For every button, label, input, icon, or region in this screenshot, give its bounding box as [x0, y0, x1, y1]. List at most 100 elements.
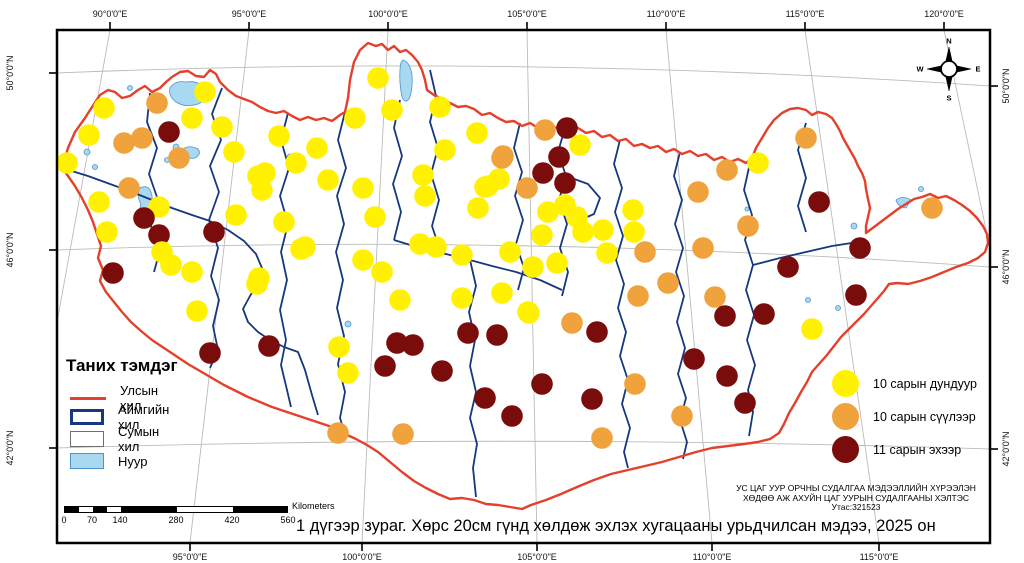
station-dot: [113, 132, 135, 154]
station-dot: [581, 388, 603, 410]
station-dot: [634, 241, 656, 263]
dot-legend-item-late-october: 10 сарын сүүлээр: [832, 403, 976, 430]
station-dot: [522, 256, 544, 278]
station-dot: [102, 262, 124, 284]
station-dot: [795, 127, 817, 149]
station-dot: [386, 332, 408, 354]
figure-title: 1 дүгээр зураг. Хөрс 20см гүнд хөлдөж эх…: [296, 517, 936, 535]
station-dot: [499, 241, 521, 263]
station-dot: [624, 373, 646, 395]
longitude-label-bottom: 110°0'0"E: [692, 552, 732, 562]
station-dot: [194, 81, 216, 103]
station-dot: [186, 300, 208, 322]
credit-block: УС ЦАГ УУР ОРЧНЫ СУДАЛГАА МЭДЭЭЛЛИЙН ХҮР…: [695, 483, 1017, 513]
country-border: [60, 41, 989, 511]
legend-item-label: Сумын хил: [118, 424, 160, 454]
station-dot: [199, 342, 221, 364]
station-dot: [93, 97, 115, 119]
legend-title: Таних тэмдэг: [66, 356, 178, 375]
station-dot: [352, 249, 374, 271]
scale-bar: [64, 506, 288, 513]
orange-dot-symbol: [832, 403, 859, 430]
station-dot: [532, 162, 554, 184]
station-dot: [474, 387, 496, 409]
station-dot: [457, 322, 479, 344]
yellow-dot-symbol: [832, 370, 859, 397]
longitude-label-top: 105°0'0"E: [507, 9, 547, 19]
station-dot: [412, 164, 434, 186]
station-dot: [734, 392, 756, 414]
station-dot: [344, 107, 366, 129]
station-dot: [148, 196, 170, 218]
lake-buir: [895, 197, 912, 209]
station-dot: [548, 146, 570, 168]
dot-legend-label: 11 сарын эхээр: [873, 442, 962, 457]
station-dot: [486, 324, 508, 346]
station-dot: [371, 261, 393, 283]
station-dot: [554, 172, 576, 194]
station-dot: [591, 427, 613, 449]
station-dot: [133, 207, 155, 229]
station-dot: [491, 282, 513, 304]
station-dot: [146, 92, 168, 114]
station-dot: [531, 224, 553, 246]
station-dot: [306, 137, 328, 159]
station-dot: [716, 365, 738, 387]
compass-south-label: S: [946, 93, 952, 103]
aimag-borders: [61, 69, 859, 498]
station-dot: [572, 221, 594, 243]
station-dot: [78, 124, 100, 146]
country-border-symbol: [70, 396, 106, 400]
legend-item-aimag-border: Аймгийн хил: [70, 402, 178, 432]
legend-item-label: Нуур: [118, 453, 148, 469]
station-dot: [223, 141, 245, 163]
longitude-label-top: 90°0'0"E: [92, 9, 128, 19]
station-dot: [181, 261, 203, 283]
credit-line: УС ЦАГ УУР ОРЧНЫ СУДАЛГАА МЭДЭЭЛЛИЙН ХҮР…: [736, 483, 976, 493]
station-dot: [516, 177, 538, 199]
longitude-label-top: 120°0'0"E: [924, 9, 964, 19]
aimag-border-symbol: [70, 409, 104, 425]
station-dot: [518, 302, 540, 324]
station-dot: [88, 191, 110, 213]
station-dot: [294, 236, 316, 258]
dark-red-dot-symbol: [832, 436, 859, 463]
station-dot: [569, 134, 591, 156]
station-dot: [131, 127, 153, 149]
station-dot: [466, 122, 488, 144]
station-dot: [328, 336, 350, 358]
station-dot: [586, 321, 608, 343]
map-frame: [55, 28, 992, 545]
station-dot: [467, 197, 489, 219]
longitude-label-bottom: 100°0'0"E: [342, 552, 382, 562]
compass-rose: [926, 46, 972, 92]
longitude-label-top: 100°0'0"E: [368, 9, 408, 19]
station-dot: [431, 360, 453, 382]
station-dot: [364, 206, 386, 228]
station-dot: [623, 221, 645, 243]
compass-east-label: E: [975, 64, 981, 74]
station-dot: [285, 152, 307, 174]
station-dot: [96, 221, 118, 243]
station-dot: [352, 177, 374, 199]
compass-north-label: N: [946, 36, 952, 46]
station-dot: [808, 191, 830, 213]
station-dot: [491, 147, 513, 169]
scale-tick-label: 420: [224, 515, 240, 525]
latitude-label-left: 42°0'0"N: [5, 430, 15, 466]
scale-bar-unit: Kilometers: [292, 501, 335, 511]
station-dot: [596, 242, 618, 264]
station-dot: [561, 312, 583, 334]
station-dot: [317, 169, 339, 191]
station-dot: [531, 373, 553, 395]
dot-legend-label: 10 сарын дундуур: [873, 376, 977, 391]
station-dot: [337, 362, 359, 384]
compass-west-label: W: [916, 64, 924, 74]
station-dot: [477, 175, 499, 197]
legend: Таних тэмдэг Улсын хил Аймгийн хил Сумын…: [66, 356, 178, 469]
latitude-label-left: 50°0'0"N: [5, 55, 15, 91]
station-dot: [921, 197, 943, 219]
station-dot: [402, 334, 424, 356]
